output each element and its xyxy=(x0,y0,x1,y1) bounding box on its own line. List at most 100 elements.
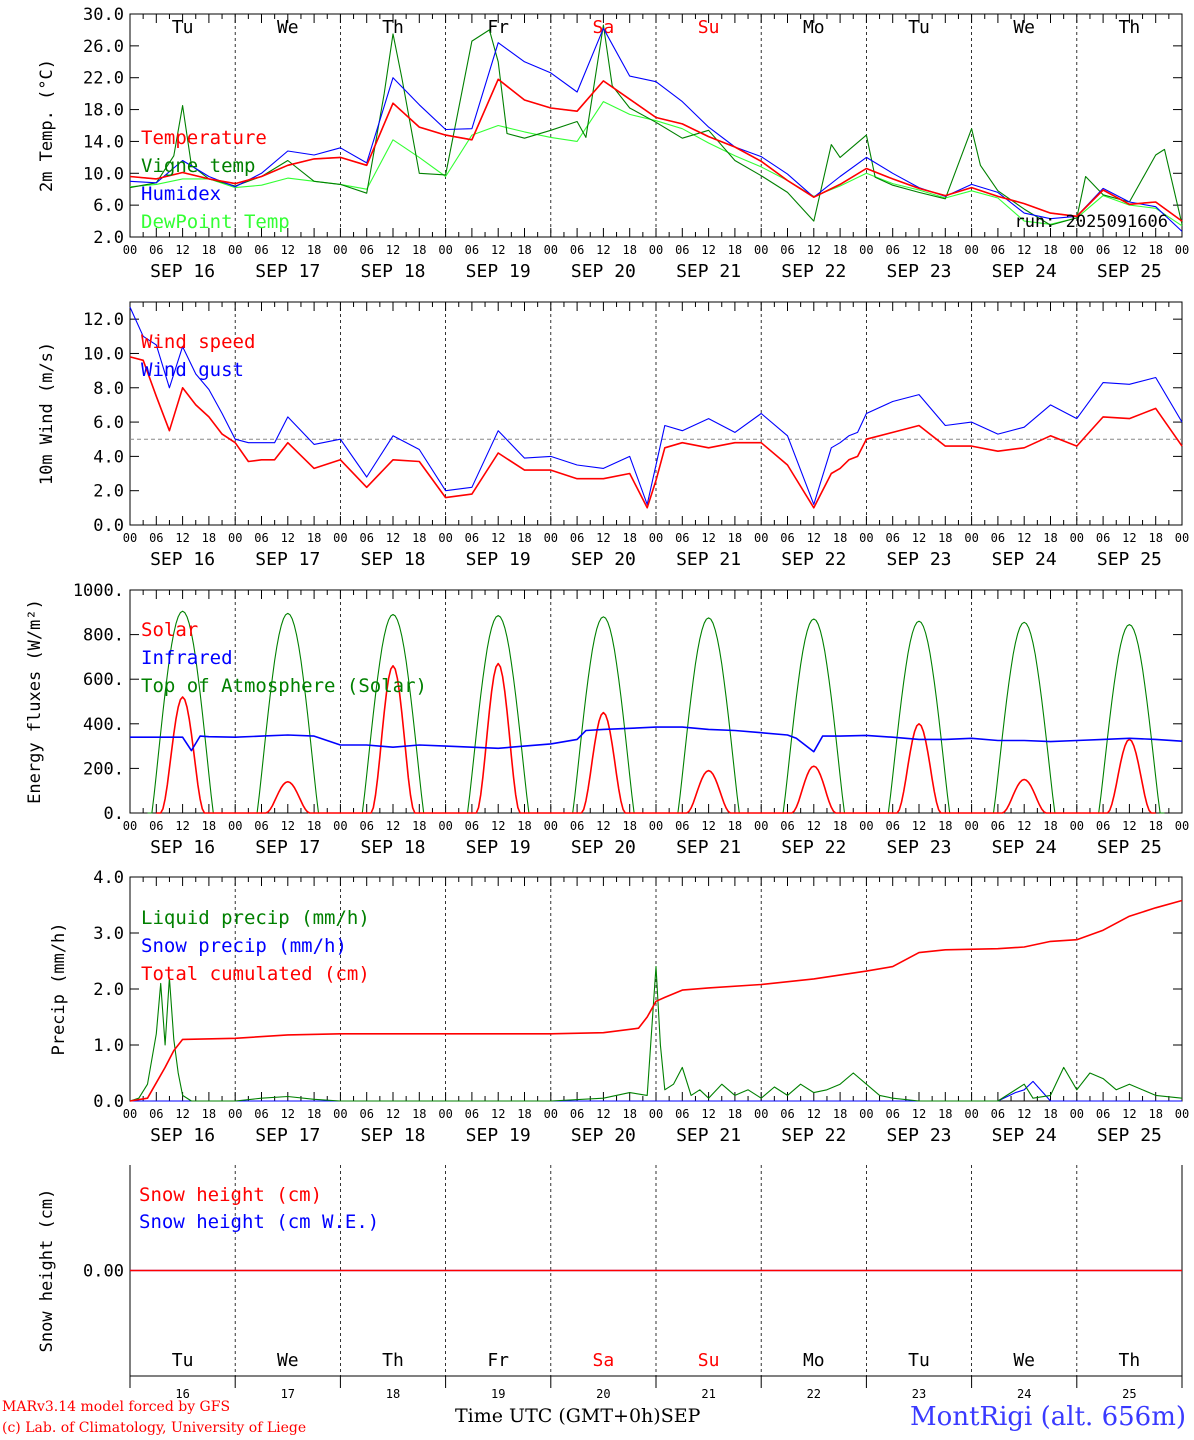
hour-tick-label: 00 xyxy=(754,243,768,257)
hour-tick-label: 18 xyxy=(1043,1107,1057,1121)
day-name-label: We xyxy=(277,1350,299,1371)
series-line xyxy=(129,356,1183,509)
date-label: SEP 25 xyxy=(1097,261,1162,282)
y-tick-label: 1.0 xyxy=(93,1036,124,1056)
day-name-label: Th xyxy=(1119,17,1141,38)
date-label: SEP 23 xyxy=(886,261,951,282)
hour-tick-label: 06 xyxy=(254,819,268,833)
hour-tick-label: 06 xyxy=(675,243,689,257)
hour-tick-label: 00 xyxy=(859,1107,873,1121)
date-label: SEP 25 xyxy=(1097,837,1162,858)
hour-tick-label: 12 xyxy=(1017,531,1031,545)
date-label: SEP 20 xyxy=(571,549,636,570)
hour-tick-label: 12 xyxy=(1017,819,1031,833)
hour-tick-label: 12 xyxy=(912,1107,926,1121)
hour-tick-label: 06 xyxy=(149,243,163,257)
plot-frame xyxy=(129,301,1183,526)
legend-entry: Wind speed xyxy=(141,331,255,353)
day-name-label: Su xyxy=(698,1350,720,1371)
y-tick-label: 4.0 xyxy=(93,447,124,467)
y-tick-label: 6.0 xyxy=(93,413,124,433)
day-name-label: Su xyxy=(698,17,720,38)
y-tick-label: 12.0 xyxy=(83,310,124,330)
y-tick-label: 2.0 xyxy=(93,482,124,502)
date-label: SEP 18 xyxy=(360,1125,425,1146)
y-tick-label: 18.0 xyxy=(83,101,124,121)
hour-tick-label: 00 xyxy=(228,819,242,833)
date-label: SEP 18 xyxy=(360,261,425,282)
hour-tick-label: 00 xyxy=(333,1107,347,1121)
hour-tick-label: 12 xyxy=(1017,243,1031,257)
hour-tick-label: 00 xyxy=(544,819,558,833)
hour-tick-label: 18 xyxy=(1148,1107,1162,1121)
series-line xyxy=(129,101,1183,227)
hour-tick-label: 00 xyxy=(1175,531,1189,545)
day-name-label: We xyxy=(1013,17,1035,38)
date-label: SEP 24 xyxy=(992,837,1057,858)
x-axis-month: SEP xyxy=(660,1405,701,1427)
hour-tick-label: 12 xyxy=(386,1107,400,1121)
hour-tick-label: 12 xyxy=(807,243,821,257)
day-name-label: Th xyxy=(382,1350,404,1371)
hour-tick-label: 18 xyxy=(517,819,531,833)
hour-tick-label: 12 xyxy=(701,531,715,545)
day-name-label: Th xyxy=(1119,1350,1141,1371)
hour-tick-label: 12 xyxy=(912,531,926,545)
hour-tick-label: 00 xyxy=(1175,819,1189,833)
hour-tick-label: 06 xyxy=(254,243,268,257)
hour-tick-label: 12 xyxy=(807,531,821,545)
x-axis-label: Time UTC (GMT+0h)SEP xyxy=(455,1405,700,1427)
day-number-label: 20 xyxy=(596,1387,610,1401)
day-number-label: 21 xyxy=(701,1387,715,1401)
hour-tick-label: 18 xyxy=(412,1107,426,1121)
day-number-label: 19 xyxy=(491,1387,505,1401)
y-axis-label: 2m Temp. (°C) xyxy=(37,59,57,192)
hour-tick-label: 18 xyxy=(1148,531,1162,545)
hour-tick-label: 12 xyxy=(596,819,610,833)
y-tick-label: 30.0 xyxy=(83,5,124,25)
date-label: SEP 19 xyxy=(466,837,531,858)
hour-tick-label: 18 xyxy=(307,531,321,545)
hour-tick-label: 00 xyxy=(333,819,347,833)
hour-tick-label: 12 xyxy=(701,1107,715,1121)
hour-tick-label: 00 xyxy=(1070,243,1084,257)
date-label: SEP 21 xyxy=(676,261,741,282)
x-axis-title: Time UTC (GMT+0h) xyxy=(455,1405,661,1427)
hour-tick-label: 06 xyxy=(885,819,899,833)
day-number-label: 25 xyxy=(1122,1387,1136,1401)
y-tick-label: 600. xyxy=(83,670,124,690)
station-name: MontRigi (alt. 656m) xyxy=(910,1402,1186,1432)
hour-tick-label: 18 xyxy=(728,243,742,257)
hour-tick-label: 18 xyxy=(202,1107,216,1121)
date-label: SEP 22 xyxy=(781,1125,846,1146)
series-line xyxy=(129,306,1183,505)
hour-tick-label: 18 xyxy=(622,531,636,545)
y-tick-label: 0.0 xyxy=(93,516,124,536)
legend-entry: Infrared xyxy=(141,647,233,669)
hour-tick-label: 18 xyxy=(307,819,321,833)
y-axis-label: 10m Wind (m/s) xyxy=(37,342,57,485)
hour-tick-label: 00 xyxy=(754,531,768,545)
hour-tick-label: 18 xyxy=(1043,531,1057,545)
hour-tick-label: 06 xyxy=(675,819,689,833)
hour-tick-label: 00 xyxy=(123,1107,137,1121)
hour-tick-label: 00 xyxy=(228,531,242,545)
date-label: SEP 22 xyxy=(781,837,846,858)
y-tick-label: 1000. xyxy=(73,581,124,601)
hour-tick-label: 18 xyxy=(1148,819,1162,833)
hour-tick-label: 00 xyxy=(859,819,873,833)
date-label: SEP 17 xyxy=(255,837,320,858)
date-label: SEP 23 xyxy=(886,1125,951,1146)
date-label: SEP 18 xyxy=(360,837,425,858)
hour-tick-label: 12 xyxy=(175,819,189,833)
hour-tick-label: 00 xyxy=(438,1107,452,1121)
hour-tick-label: 06 xyxy=(675,531,689,545)
hour-tick-label: 06 xyxy=(780,819,794,833)
hour-tick-label: 18 xyxy=(938,531,952,545)
hour-tick-label: 06 xyxy=(991,819,1005,833)
y-tick-label: 2.0 xyxy=(93,228,124,248)
hour-tick-label: 18 xyxy=(728,531,742,545)
y-tick-label: 4.0 xyxy=(93,868,124,888)
hour-tick-label: 12 xyxy=(596,243,610,257)
day-number-label: 24 xyxy=(1017,1387,1031,1401)
